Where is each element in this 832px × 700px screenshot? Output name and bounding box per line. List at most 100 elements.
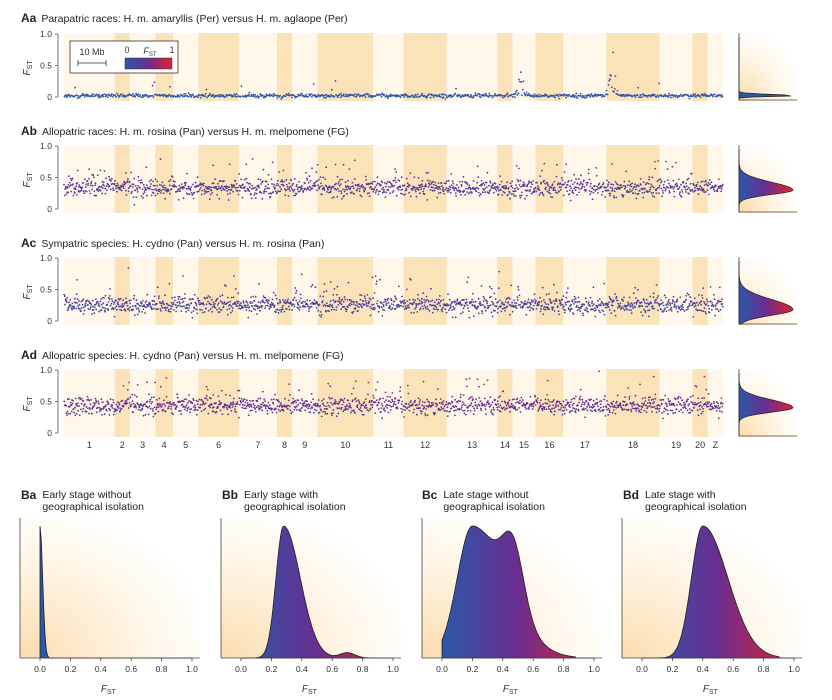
- chromosome-band: [535, 145, 564, 213]
- chromosome-band: [692, 33, 708, 101]
- panel-title-ab: Ab Allopatric races: H. m. rosina (Pan) v…: [21, 124, 349, 138]
- data-points: [63, 158, 724, 206]
- y-tick-label: 1.0: [40, 29, 52, 39]
- manhattan-plot-ab: 0 0.5 1.0: [40, 141, 797, 214]
- scale-bar-label: 10 Mb: [79, 47, 104, 57]
- panel-title-ac: Ac Sympatric species: H. cydno (Pan) vers…: [21, 236, 325, 250]
- x-tick-label: 0.2: [466, 664, 478, 674]
- marginal-density-curve: [738, 373, 794, 437]
- marginal-density: [738, 145, 797, 213]
- y-tick-label: 0.5: [40, 397, 52, 407]
- y-tick-label: 1.0: [40, 141, 52, 151]
- x-tick-label: 0.6: [326, 664, 338, 674]
- x-tick-label: 0.0: [636, 664, 648, 674]
- x-tick-label: 1.0: [186, 664, 198, 674]
- chromosome-band: [238, 33, 277, 101]
- chromosome-band: [707, 33, 723, 101]
- density-curve: [642, 525, 794, 659]
- chromosome-label-6: 6: [216, 440, 221, 450]
- x-tick-label: 0.8: [558, 664, 570, 674]
- chromosome-band: [276, 33, 293, 101]
- y-axis-title: FST: [22, 172, 34, 188]
- x-axis-title: FST: [101, 684, 117, 696]
- chromosome-band: [403, 257, 447, 325]
- chromosome-band: [155, 145, 173, 213]
- chromosome-label-20: 20: [695, 440, 705, 450]
- chromosome-label-10: 10: [340, 440, 350, 450]
- density-plot-bb: 0.0 0.2 0.4 0.6 0.8 1.0: [220, 518, 401, 674]
- chromosome-band: [497, 257, 513, 325]
- chromosome-label-2: 2: [120, 440, 125, 450]
- y-tick-label: 1.0: [40, 253, 52, 263]
- chromosome-band: [64, 369, 115, 437]
- chromosome-label-9: 9: [302, 440, 307, 450]
- chromosome-label-1: 1: [87, 440, 92, 450]
- x-tick-label: 0.4: [95, 664, 107, 674]
- chromosome-band: [198, 33, 239, 101]
- chromosome-band: [692, 257, 708, 325]
- chromosome-band: [317, 369, 374, 437]
- x-tick-label: 0.6: [727, 664, 739, 674]
- svg-text:FST: FST: [22, 172, 34, 188]
- y-axis-title: FST: [22, 60, 34, 76]
- x-tick-label: 0.0: [436, 664, 448, 674]
- chromosome-label-7: 7: [255, 440, 260, 450]
- chromosome-band: [512, 33, 536, 101]
- chromosome-label-17: 17: [580, 440, 590, 450]
- chromosome-band: [276, 145, 293, 213]
- y-tick-label: 0.5: [40, 173, 52, 183]
- chromosome-band: [707, 145, 723, 213]
- chromosome-label-11: 11: [384, 440, 393, 450]
- y-tick-label: 0: [47, 316, 52, 326]
- x-tick-label: 1.0: [788, 664, 800, 674]
- panel-title-aa: Aa Parapatric races: H. m. amaryllis (Per…: [21, 11, 348, 25]
- panel-title-ad: Ad Allopatric species: H. cydno (Pan) ver…: [21, 348, 344, 362]
- chromosome-band: [373, 33, 404, 101]
- x-tick-label: 0.6: [527, 664, 539, 674]
- chromosome-band: [114, 369, 130, 437]
- y-tick-label: 0: [47, 204, 52, 214]
- chromosome-band: [373, 145, 404, 213]
- x-tick-label: 0.0: [235, 664, 247, 674]
- chromosome-band: [606, 145, 660, 213]
- chromosome-label-15: 15: [519, 440, 529, 450]
- chromosome-band: [512, 145, 536, 213]
- x-tick-label: 0.0: [34, 664, 46, 674]
- data-points: [63, 51, 724, 100]
- chromosome-band: [446, 257, 498, 325]
- chromosome-band: [276, 369, 293, 437]
- density-bg: [20, 518, 200, 658]
- panel-title-bc: Bc Late stage without geographical isolati…: [422, 488, 545, 513]
- chromosome-band: [659, 369, 693, 437]
- chromosome-band: [292, 145, 318, 213]
- chromosome-band: [692, 145, 708, 213]
- manhattan-plot-ac: 0 0.5 1.0: [40, 253, 797, 326]
- chromosome-label-5: 5: [183, 440, 188, 450]
- chromosome-band: [114, 145, 130, 213]
- legend: 10 Mb 0 1 FST: [69, 40, 179, 74]
- x-tick-label: 0.2: [265, 664, 277, 674]
- marginal-density-curve: [738, 37, 792, 101]
- y-tick-label: 0: [47, 92, 52, 102]
- chromosome-label-14: 14: [500, 440, 510, 450]
- chromosome-band: [659, 257, 693, 325]
- chromosome-band: [172, 145, 199, 213]
- chromosome-labels: 1 2 3 4 5 6 7 8 9 10 11 12 13 14 15 16 17 18 19 20 Z: [87, 440, 719, 450]
- chromosome-label-12: 12: [420, 440, 430, 450]
- chromosome-band: [403, 33, 447, 101]
- chromosome-band: [535, 33, 564, 101]
- x-tick-label: 0.8: [357, 664, 369, 674]
- x-tick-label: 0.8: [758, 664, 770, 674]
- manhattan-plot-aa: 0 0.5 1.0: [40, 29, 797, 102]
- marginal-bg: [739, 33, 797, 101]
- colorbar-min-label: 0: [124, 45, 129, 55]
- x-tick-label: 1.0: [588, 664, 600, 674]
- x-axis-title: FST: [503, 684, 519, 696]
- x-tick-label: 1.0: [387, 664, 399, 674]
- y-axis-title: FST: [22, 284, 34, 300]
- density-plot-bd: 0.0 0.2 0.4 0.6 0.8 1.0: [621, 518, 802, 674]
- data-points: [63, 267, 724, 319]
- chromosome-label-19: 19: [671, 440, 681, 450]
- chromosome-band: [276, 257, 293, 325]
- x-tick-label: 0.2: [666, 664, 678, 674]
